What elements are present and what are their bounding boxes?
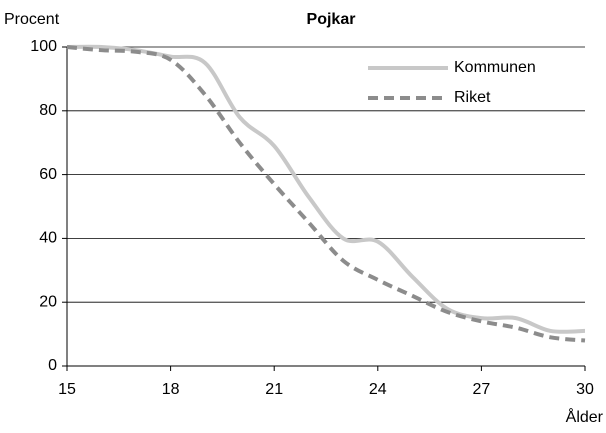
- chart-title: Pojkar: [307, 11, 356, 28]
- y-tick-label: 60: [39, 166, 57, 183]
- legend-label: Riket: [454, 89, 491, 106]
- series-line: [66, 44, 586, 334]
- x-tick-label: 15: [58, 381, 76, 398]
- x-tick-label: 18: [162, 381, 180, 398]
- x-tick-label: 30: [576, 381, 594, 398]
- y-tick-label: 80: [39, 102, 57, 119]
- x-tick-label: 27: [473, 381, 491, 398]
- x-tick-label: 21: [265, 381, 283, 398]
- y-tick-label: 20: [39, 293, 57, 310]
- series-line: [66, 45, 586, 343]
- legend-label: Kommunen: [454, 59, 536, 76]
- x-tick-label: 24: [369, 381, 387, 398]
- y-tick-label: 40: [39, 230, 57, 247]
- y-axis-label: Procent: [4, 11, 60, 28]
- y-tick-label: 0: [48, 357, 57, 374]
- x-axis-label: Ålder: [566, 407, 604, 426]
- y-tick-label: 100: [30, 38, 57, 55]
